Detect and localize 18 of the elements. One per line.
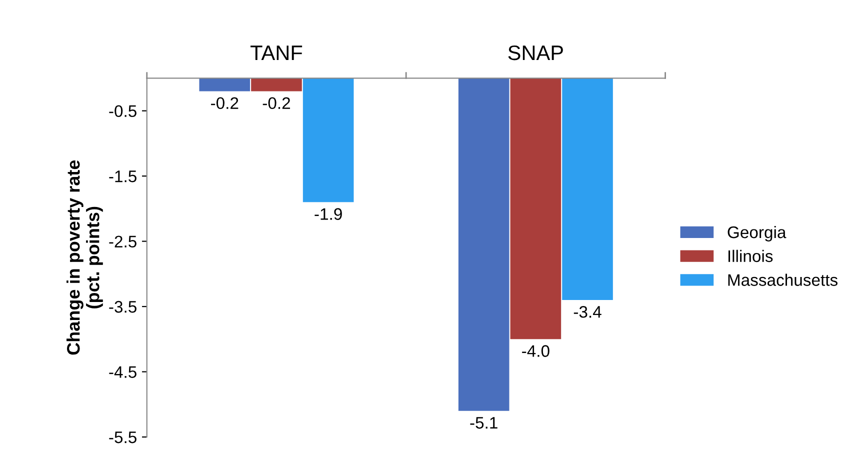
text: -4.0 — [522, 345, 550, 357]
y-tick-label: -2.5 — [109, 236, 136, 248]
y-tick-label: -4.5 — [109, 366, 136, 378]
text: -0.2 — [211, 97, 238, 110]
legend-label: Massachusetts — [728, 274, 838, 286]
text: -0.2 — [262, 97, 290, 110]
y-tick-label: -0.5 — [109, 105, 136, 118]
x-tick-label: SNAP — [508, 45, 563, 60]
legend-label: Georgia — [728, 226, 786, 242]
y-tick-label: -3.5 — [109, 300, 136, 313]
y-tick-label: -1.5 — [109, 170, 136, 182]
text: -5.1 — [470, 417, 498, 429]
text: -1.9 — [314, 208, 342, 220]
legend-label: Illinois — [728, 250, 773, 262]
x-tick-label: TANF — [250, 46, 302, 60]
text: -3.4 — [574, 306, 602, 318]
y-axis-title: Change in poverty rate (pct. points) — [66, 160, 103, 355]
y-tick-label: -5.5 — [109, 432, 136, 444]
